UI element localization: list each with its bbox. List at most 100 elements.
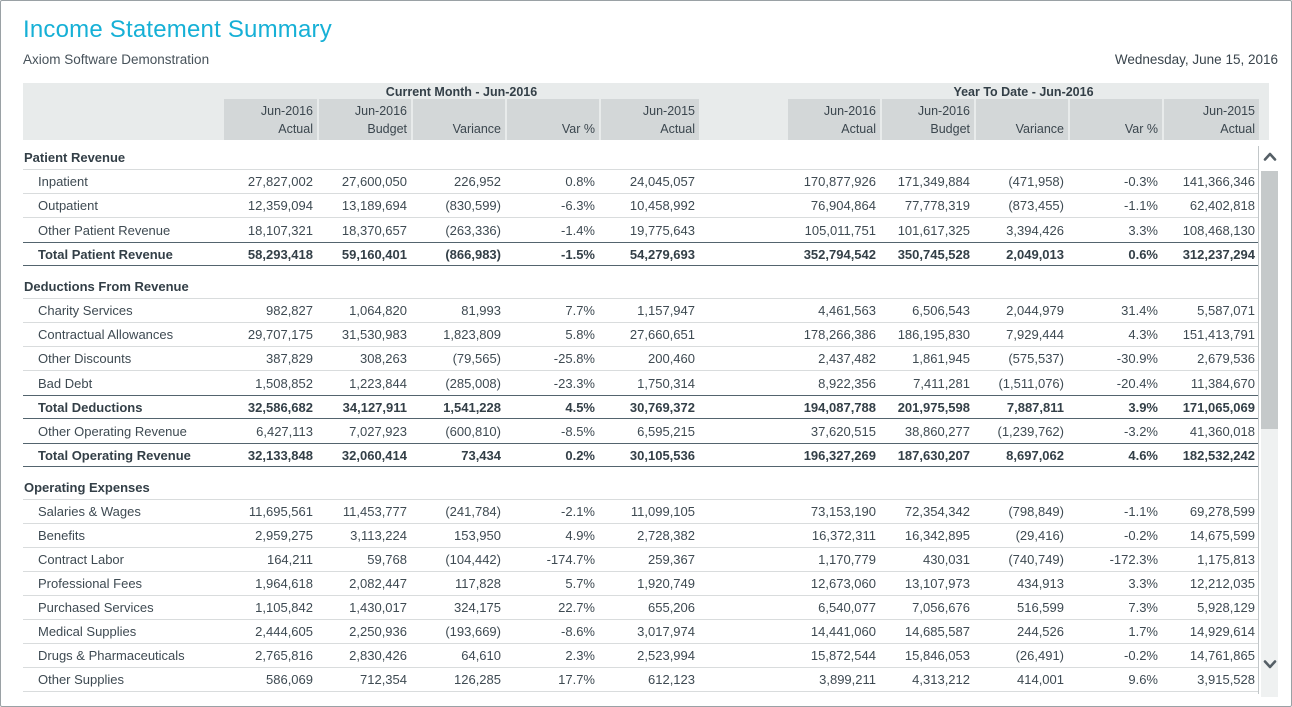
cell-value: 13,107,973 bbox=[904, 576, 970, 591]
cell-value: 6,427,113 bbox=[256, 423, 313, 439]
cell-value: 19,775,643 bbox=[629, 222, 695, 238]
cell-value: 171,065,069 bbox=[1182, 399, 1255, 415]
chevron-down-icon bbox=[1263, 659, 1276, 668]
cell-value: (285,008) bbox=[445, 375, 501, 391]
column-header-line1: Jun-2016 bbox=[260, 104, 313, 118]
cell-value: -25.8% bbox=[553, 351, 595, 366]
cell-value: 434,913 bbox=[1017, 576, 1064, 591]
cell-value: 414,001 bbox=[1017, 672, 1064, 687]
cell-value: 2,679,536 bbox=[1197, 351, 1255, 366]
cell-value: 8,697,062 bbox=[1006, 447, 1064, 463]
cell-value: 612,123 bbox=[648, 672, 695, 687]
scrollbar-thumb[interactable] bbox=[1261, 171, 1278, 429]
column-header-line2: Actual bbox=[660, 122, 695, 136]
cell-value: 81,993 bbox=[461, 303, 501, 318]
section-spacer bbox=[23, 467, 1259, 476]
row-label: Outpatient bbox=[38, 198, 98, 213]
cell-value: 4,461,563 bbox=[818, 303, 876, 318]
column-header-line1 bbox=[413, 102, 501, 120]
cell-value: 1,508,852 bbox=[255, 375, 313, 391]
cell-value: 182,532,242 bbox=[1182, 447, 1255, 463]
column-header-line1 bbox=[976, 102, 1064, 120]
table-row: Contract Labor 164,211 59,768 (104,442) -174… bbox=[23, 548, 1259, 572]
cell-value: 27,600,050 bbox=[341, 174, 407, 189]
row-label: Purchased Services bbox=[38, 600, 154, 615]
cell-value: (26,491) bbox=[1015, 648, 1064, 663]
cell-value: 141,366,346 bbox=[1182, 174, 1255, 189]
cell-value: 5,587,071 bbox=[1197, 303, 1255, 318]
column-header-line2: Variance bbox=[1015, 122, 1064, 136]
cell-value: -1.1% bbox=[1124, 504, 1158, 519]
cell-value: 4.6% bbox=[1128, 447, 1158, 463]
table-row: Drugs & Pharmaceuticals 2,765,816 2,830,42… bbox=[23, 644, 1259, 668]
column-header: Variance bbox=[976, 99, 1068, 140]
cell-value: -0.3% bbox=[1124, 174, 1158, 189]
scroll-up-button[interactable] bbox=[1261, 146, 1278, 166]
cell-value: 76,904,864 bbox=[810, 198, 876, 213]
cell-value: 5.7% bbox=[565, 576, 595, 591]
cell-value: 2,765,816 bbox=[255, 648, 313, 663]
table-row: Other Patient Revenue 18,107,321 18,370,65… bbox=[23, 218, 1259, 242]
row-label: Other Supplies bbox=[38, 672, 124, 687]
cell-value: 1,223,844 bbox=[349, 375, 407, 391]
cell-value: 12,673,060 bbox=[810, 576, 876, 591]
page-title: Income Statement Summary bbox=[23, 16, 332, 43]
cell-value: 196,327,269 bbox=[803, 447, 876, 463]
cell-value: -1.1% bbox=[1124, 198, 1158, 213]
column-group-current-month: Current Month - Jun-2016 bbox=[385, 85, 538, 99]
cell-value: 1,920,749 bbox=[637, 576, 695, 591]
income-statement-table: Patient Revenue Inpatient 27,827,002 27,600… bbox=[23, 146, 1259, 692]
cell-value: 586,069 bbox=[266, 672, 313, 687]
cell-value: 3,113,224 bbox=[350, 528, 407, 543]
cell-value: 0.8% bbox=[565, 174, 595, 189]
cell-value: 18,370,657 bbox=[341, 222, 407, 238]
scroll-down-button[interactable] bbox=[1261, 654, 1278, 674]
cell-value: 164,211 bbox=[266, 552, 313, 567]
cell-value: 14,685,587 bbox=[904, 624, 970, 639]
cell-value: 16,342,895 bbox=[904, 528, 970, 543]
column-group-year-to-date: Year To Date - Jun-2016 bbox=[953, 85, 1094, 99]
cell-value: 29,707,175 bbox=[247, 327, 313, 342]
cell-value: 11,099,105 bbox=[630, 504, 695, 519]
cell-value: 18,107,321 bbox=[247, 222, 313, 238]
table-row: Other Discounts 387,829 308,263 (79,565) -25… bbox=[23, 347, 1259, 371]
cell-value: 16,372,311 bbox=[811, 528, 876, 543]
table-row: Bad Debt 1,508,852 1,223,844 (285,008) -23.3… bbox=[23, 371, 1259, 395]
cell-value: 4.5% bbox=[565, 399, 595, 415]
cell-value: 2,437,482 bbox=[818, 351, 876, 366]
cell-value: 37,620,515 bbox=[810, 423, 876, 439]
cell-value: 11,453,777 bbox=[342, 504, 407, 519]
cell-value: 516,599 bbox=[1017, 600, 1064, 615]
cell-value: 187,630,207 bbox=[897, 447, 970, 463]
table-header-band: Current Month - Jun-2016 Year To Date - … bbox=[23, 83, 1269, 140]
cell-value: (1,511,076) bbox=[998, 375, 1064, 391]
table-right-divider bbox=[1258, 146, 1259, 694]
cell-value: 5,928,129 bbox=[1197, 600, 1255, 615]
cell-value: 430,031 bbox=[923, 552, 970, 567]
cell-value: 17.7% bbox=[558, 672, 595, 687]
cell-value: 64,610 bbox=[461, 648, 501, 663]
cell-value: 4,313,212 bbox=[912, 672, 970, 687]
column-header: Jun-2016 Budget bbox=[319, 99, 411, 140]
cell-value: (104,442) bbox=[445, 552, 501, 567]
cell-value: 1,541,228 bbox=[443, 399, 501, 415]
cell-value: -174.7% bbox=[546, 552, 595, 567]
cell-value: 126,285 bbox=[454, 672, 501, 687]
cell-value: 27,660,651 bbox=[629, 327, 695, 342]
cell-value: 72,354,342 bbox=[904, 504, 970, 519]
row-label: Contractual Allowances bbox=[38, 327, 174, 342]
cell-value: 31.4% bbox=[1121, 303, 1158, 318]
cell-value: 312,237,294 bbox=[1182, 246, 1255, 262]
section-header-row: Patient Revenue bbox=[23, 146, 1259, 170]
cell-value: 59,768 bbox=[367, 552, 407, 567]
row-label: Other Patient Revenue bbox=[38, 222, 171, 238]
cell-value: 244,526 bbox=[1017, 624, 1064, 639]
cell-value: 101,617,325 bbox=[897, 222, 970, 238]
cell-value: 1,175,813 bbox=[1197, 552, 1255, 567]
vertical-scrollbar[interactable] bbox=[1261, 146, 1278, 697]
column-header: Jun-2016 Actual bbox=[224, 99, 317, 140]
cell-value: 117,828 bbox=[454, 576, 501, 591]
cell-value: -8.6% bbox=[561, 624, 595, 639]
row-label: Inpatient bbox=[38, 174, 88, 189]
